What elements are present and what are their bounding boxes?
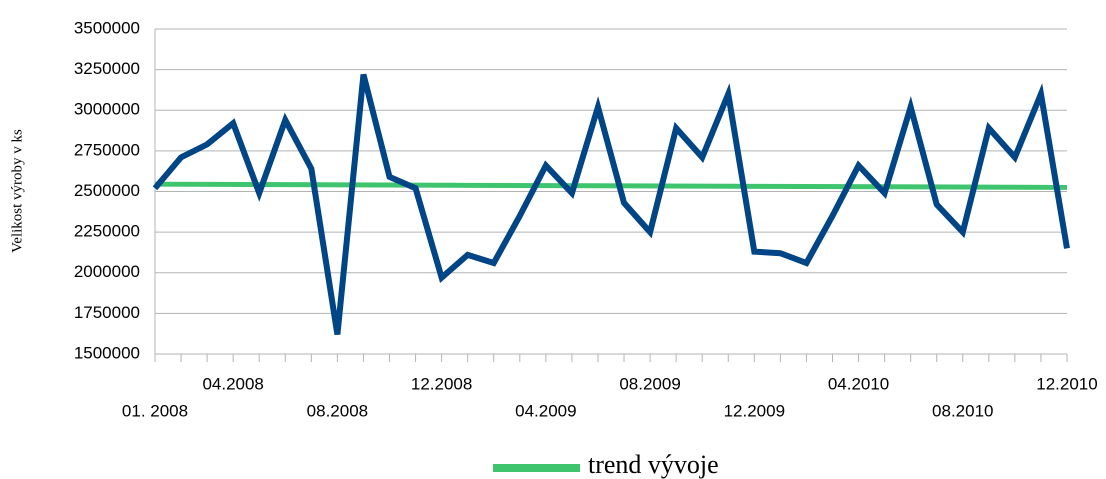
legend-label: trend vývoje (588, 450, 719, 479)
x-tick-label: 08.2008 (307, 401, 368, 420)
y-tick-label: 2250000 (74, 222, 140, 241)
x-tick-label: 08.2009 (619, 374, 680, 393)
x-tick-label: 01. 2008 (122, 401, 188, 420)
y-tick-label: 3250000 (74, 59, 140, 78)
x-tick-label: 08.2010 (932, 401, 993, 420)
y-axis-label: Velikost výroby v ks (9, 129, 25, 253)
y-tick-label: 3000000 (74, 100, 140, 119)
data-line (152, 73, 1070, 335)
trend-line (154, 181, 1068, 190)
y-tick-label: 2750000 (74, 140, 140, 159)
y-tick-label: 1500000 (74, 343, 140, 362)
y-tick-label: 2000000 (74, 262, 140, 281)
y-tick-label: 3500000 (74, 18, 140, 37)
x-tick-label: 04.2009 (515, 401, 576, 420)
x-tick-label: 12.2010 (1036, 374, 1097, 393)
x-tick-label: 12.2009 (724, 401, 785, 420)
x-tick-label: 04.2008 (202, 374, 263, 393)
y-tick-label: 2500000 (74, 181, 140, 200)
x-tick-label: 12.2008 (411, 374, 472, 393)
x-tick-label: 04.2010 (828, 374, 889, 393)
y-tick-label: 1750000 (74, 303, 140, 322)
legend-swatch (493, 464, 580, 472)
